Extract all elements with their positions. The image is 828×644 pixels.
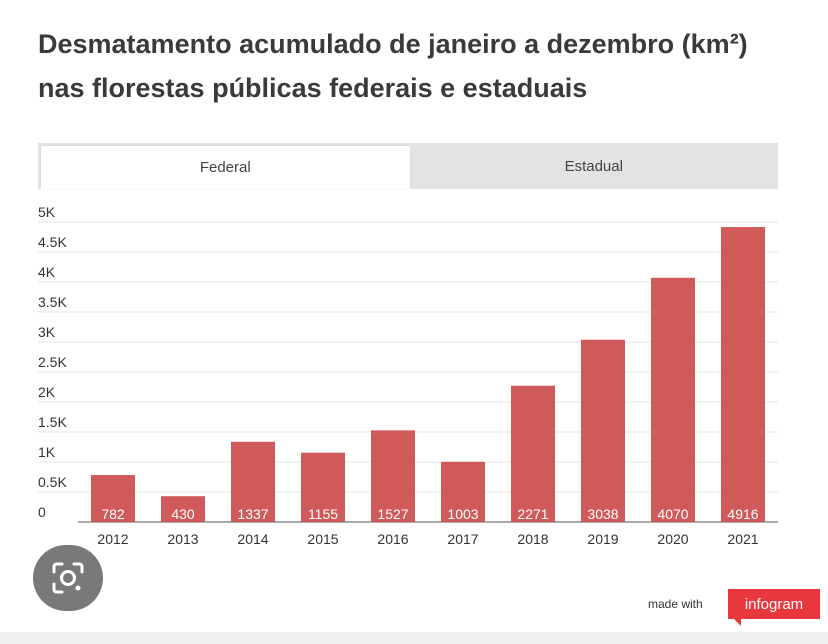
- bar-value-label: 1527: [377, 506, 408, 522]
- x-tick-label: 2020: [657, 531, 688, 547]
- bar: [91, 475, 135, 522]
- y-tick-label: 0.5K: [38, 474, 67, 490]
- bar-value-label: 4070: [657, 506, 688, 522]
- x-tick-label: 2015: [307, 531, 338, 547]
- y-tick-label: 3K: [38, 324, 56, 340]
- bar-value-label: 2271: [517, 506, 548, 522]
- bar: [581, 339, 625, 522]
- lens-search-icon: [52, 562, 84, 594]
- x-tick-label: 2014: [237, 531, 268, 547]
- x-tick-label: 2018: [517, 531, 548, 547]
- y-tick-label: 2.5K: [38, 354, 67, 370]
- y-tick-label: 1K: [38, 444, 56, 460]
- made-with-text: made with: [648, 597, 703, 611]
- bar-value-label: 782: [101, 506, 125, 522]
- bar-value-label: 1337: [237, 506, 268, 522]
- bar: [721, 227, 765, 523]
- tab-bar: Federal Estadual: [38, 143, 778, 189]
- bar: [511, 385, 555, 522]
- bar: [441, 461, 485, 522]
- bar-value-label: 1155: [308, 506, 338, 522]
- bar-value-label: 4916: [727, 506, 758, 522]
- chart-title: Desmatamento acumulado de janeiro a deze…: [38, 22, 798, 110]
- bar-value-label: 1003: [447, 506, 478, 522]
- title-line-1: Desmatamento acumulado de janeiro a deze…: [38, 29, 748, 59]
- y-tick-label: 1.5K: [38, 414, 67, 430]
- x-tick-label: 2012: [97, 531, 128, 547]
- x-tick-label: 2013: [167, 531, 198, 547]
- x-tick-label: 2016: [377, 531, 408, 547]
- y-tick-label: 4K: [38, 264, 56, 280]
- lens-search-button[interactable]: [33, 545, 103, 611]
- x-tick-label: 2021: [727, 531, 758, 547]
- y-tick-label: 5K: [38, 204, 56, 220]
- bar: [231, 441, 275, 522]
- y-tick-label: 2K: [38, 384, 56, 400]
- infogram-logo[interactable]: infogram: [728, 589, 820, 626]
- y-tick-label: 3.5K: [38, 294, 67, 310]
- y-tick-label: 0: [38, 504, 46, 520]
- x-tick-label: 2019: [587, 531, 618, 547]
- tab-federal[interactable]: Federal: [41, 146, 410, 189]
- tab-estadual[interactable]: Estadual: [564, 157, 623, 175]
- bar: [301, 452, 345, 522]
- bar: [161, 496, 205, 522]
- y-tick-label: 4.5K: [38, 234, 67, 250]
- x-tick-label: 2017: [447, 531, 478, 547]
- bar-value-label: 430: [171, 506, 195, 522]
- bar-value-label: 3038: [587, 506, 618, 522]
- footer-bar: [0, 632, 828, 644]
- bar: [651, 277, 695, 522]
- title-line-2: nas florestas públicas federais e estadu…: [38, 73, 588, 103]
- bar: [371, 430, 415, 522]
